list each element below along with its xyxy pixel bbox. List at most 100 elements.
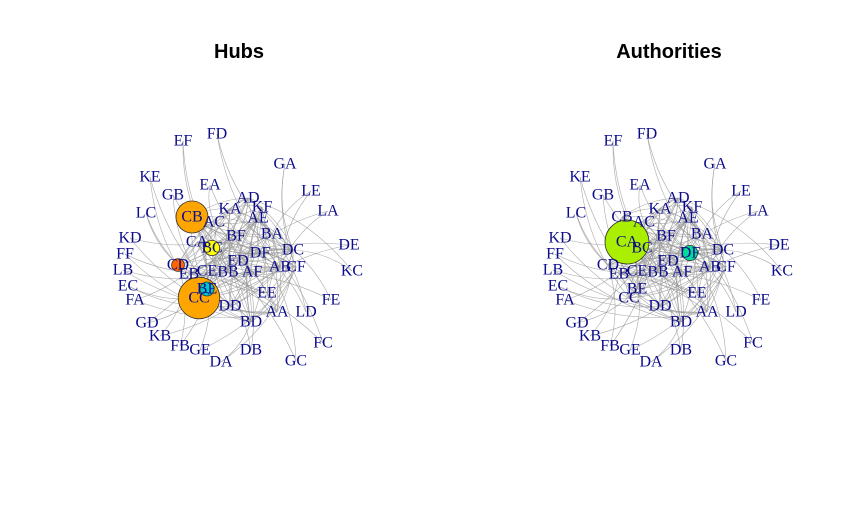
node-label-ff: FF xyxy=(116,246,134,263)
authorities-highlight-nodes xyxy=(604,219,699,265)
network-edge xyxy=(689,252,727,362)
highlight-node-cd xyxy=(171,258,185,272)
network-edge xyxy=(618,206,693,275)
node-label-lb: LB xyxy=(113,262,133,279)
node-label-ce: CE xyxy=(627,263,647,280)
network-edge xyxy=(213,197,249,223)
hubs-node-labels: FD EF GA KE EA GB AD LE KA KF LC CB AE LA AC BA KD CA BF DE… xyxy=(113,126,363,371)
node-label-cb: CB xyxy=(181,209,202,226)
node-label-da: DA xyxy=(209,354,233,371)
network-edge xyxy=(618,272,762,301)
network-edge xyxy=(177,208,231,266)
highlight-node-df xyxy=(682,244,699,261)
network-edge xyxy=(247,197,353,272)
node-label-fa: FA xyxy=(555,292,575,309)
node-label-aa: AA xyxy=(695,304,719,321)
network-edge xyxy=(629,270,641,351)
network-edge xyxy=(618,273,682,323)
node-label-cc: CC xyxy=(188,290,209,307)
network-edge xyxy=(554,253,659,274)
network-edge xyxy=(576,288,638,324)
node-label-ka: KA xyxy=(648,201,672,218)
node-label-de: DE xyxy=(338,237,359,254)
network-edge xyxy=(145,212,190,275)
node-label-eb: EB xyxy=(179,266,199,283)
network-edge xyxy=(279,190,312,268)
hubs-highlight-nodes xyxy=(171,200,221,320)
network-edge xyxy=(177,206,263,266)
network-edge xyxy=(659,208,724,251)
network-edge xyxy=(709,210,759,268)
network-edge xyxy=(677,197,724,251)
node-label-bd: BD xyxy=(670,314,692,331)
network-edge xyxy=(146,197,249,324)
node-label-aa: AA xyxy=(265,304,289,321)
network-edge xyxy=(557,285,661,308)
network-edge xyxy=(271,233,332,301)
node-label-be: BE xyxy=(627,281,647,298)
network-edge xyxy=(639,184,691,254)
network-edge xyxy=(134,247,213,301)
node-label-ec: EC xyxy=(548,278,568,295)
highlight-node-be xyxy=(199,281,215,297)
panel-authorities: Authorities FD EF GA KE EA GB AD LE KA KF LC CB AE LA… xyxy=(543,41,793,371)
network-edge xyxy=(589,266,711,337)
network-edge xyxy=(607,264,616,347)
node-label-bb: BB xyxy=(217,264,238,281)
node-label-kd: KD xyxy=(548,230,571,247)
node-label-bd: BD xyxy=(240,314,262,331)
network-edge xyxy=(257,217,273,235)
node-label-eb: EB xyxy=(609,266,629,283)
network-edge xyxy=(188,272,332,301)
network-edge xyxy=(250,206,267,323)
network-edge xyxy=(182,140,213,249)
node-label-cf: CF xyxy=(716,259,736,276)
network-edge xyxy=(709,190,742,268)
network-edge xyxy=(188,217,259,275)
node-label-kf: KF xyxy=(682,199,703,216)
network-edge xyxy=(621,216,703,235)
node-label-ad: AD xyxy=(666,190,689,207)
node-label-cd: CD xyxy=(167,257,189,274)
node-label-ed: ED xyxy=(227,253,248,270)
network-edge xyxy=(628,266,727,299)
network-edge xyxy=(701,233,711,313)
node-label-af: AF xyxy=(672,264,693,281)
network-edge xyxy=(696,233,705,294)
node-label-kc: KC xyxy=(771,263,793,280)
network-edge xyxy=(659,208,754,344)
network-edge xyxy=(292,249,353,272)
node-label-gc: GC xyxy=(285,353,307,370)
network-edge xyxy=(687,217,703,235)
node-label-bc: BC xyxy=(201,240,222,257)
node-label-ef: EF xyxy=(604,133,623,150)
node-label-ac: AC xyxy=(203,214,225,231)
node-label-gd: GD xyxy=(565,315,588,332)
network-edge xyxy=(659,206,693,307)
node-label-ba: BA xyxy=(691,226,714,243)
network-edge xyxy=(687,217,709,313)
node-label-db: DB xyxy=(670,342,692,359)
network-edge xyxy=(271,190,312,235)
network-edge xyxy=(227,271,268,294)
node-label-ef: EF xyxy=(174,133,193,150)
network-edge xyxy=(259,248,294,254)
network-edge xyxy=(618,217,689,275)
node-label-gd: GD xyxy=(135,315,158,332)
network-edge xyxy=(229,305,252,323)
node-label-db: DB xyxy=(240,342,262,359)
node-label-fe: FE xyxy=(752,292,771,309)
network-edge xyxy=(257,217,307,313)
node-label-ab: AB xyxy=(699,259,721,276)
network-edge xyxy=(680,249,724,323)
network-edge xyxy=(208,184,215,223)
node-label-la: LA xyxy=(747,203,769,220)
node-label-ae: AE xyxy=(247,210,268,227)
network-edge xyxy=(629,266,727,351)
network-edge xyxy=(701,233,762,301)
node-label-ff: FF xyxy=(546,246,564,263)
network-edge xyxy=(229,206,263,307)
node-label-lc: LC xyxy=(136,205,156,222)
network-edge xyxy=(259,252,268,294)
